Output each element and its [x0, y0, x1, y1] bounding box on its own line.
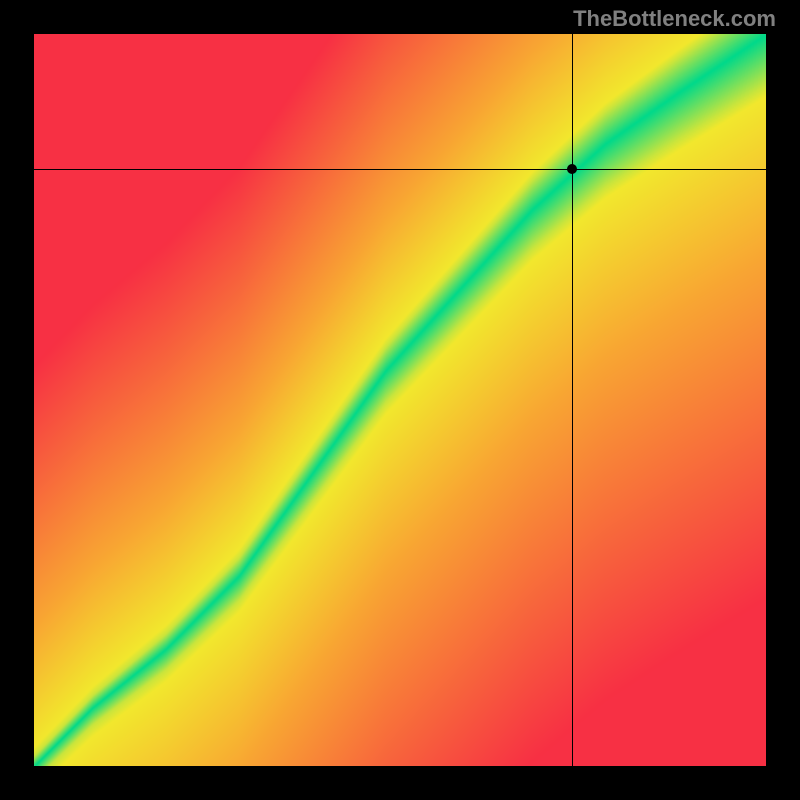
heatmap-plot-area: [34, 34, 766, 766]
crosshair-vertical: [572, 34, 573, 766]
heatmap-canvas: [34, 34, 766, 766]
attribution-text: TheBottleneck.com: [573, 6, 776, 32]
crosshair-horizontal: [34, 169, 766, 170]
crosshair-marker-dot: [567, 164, 577, 174]
